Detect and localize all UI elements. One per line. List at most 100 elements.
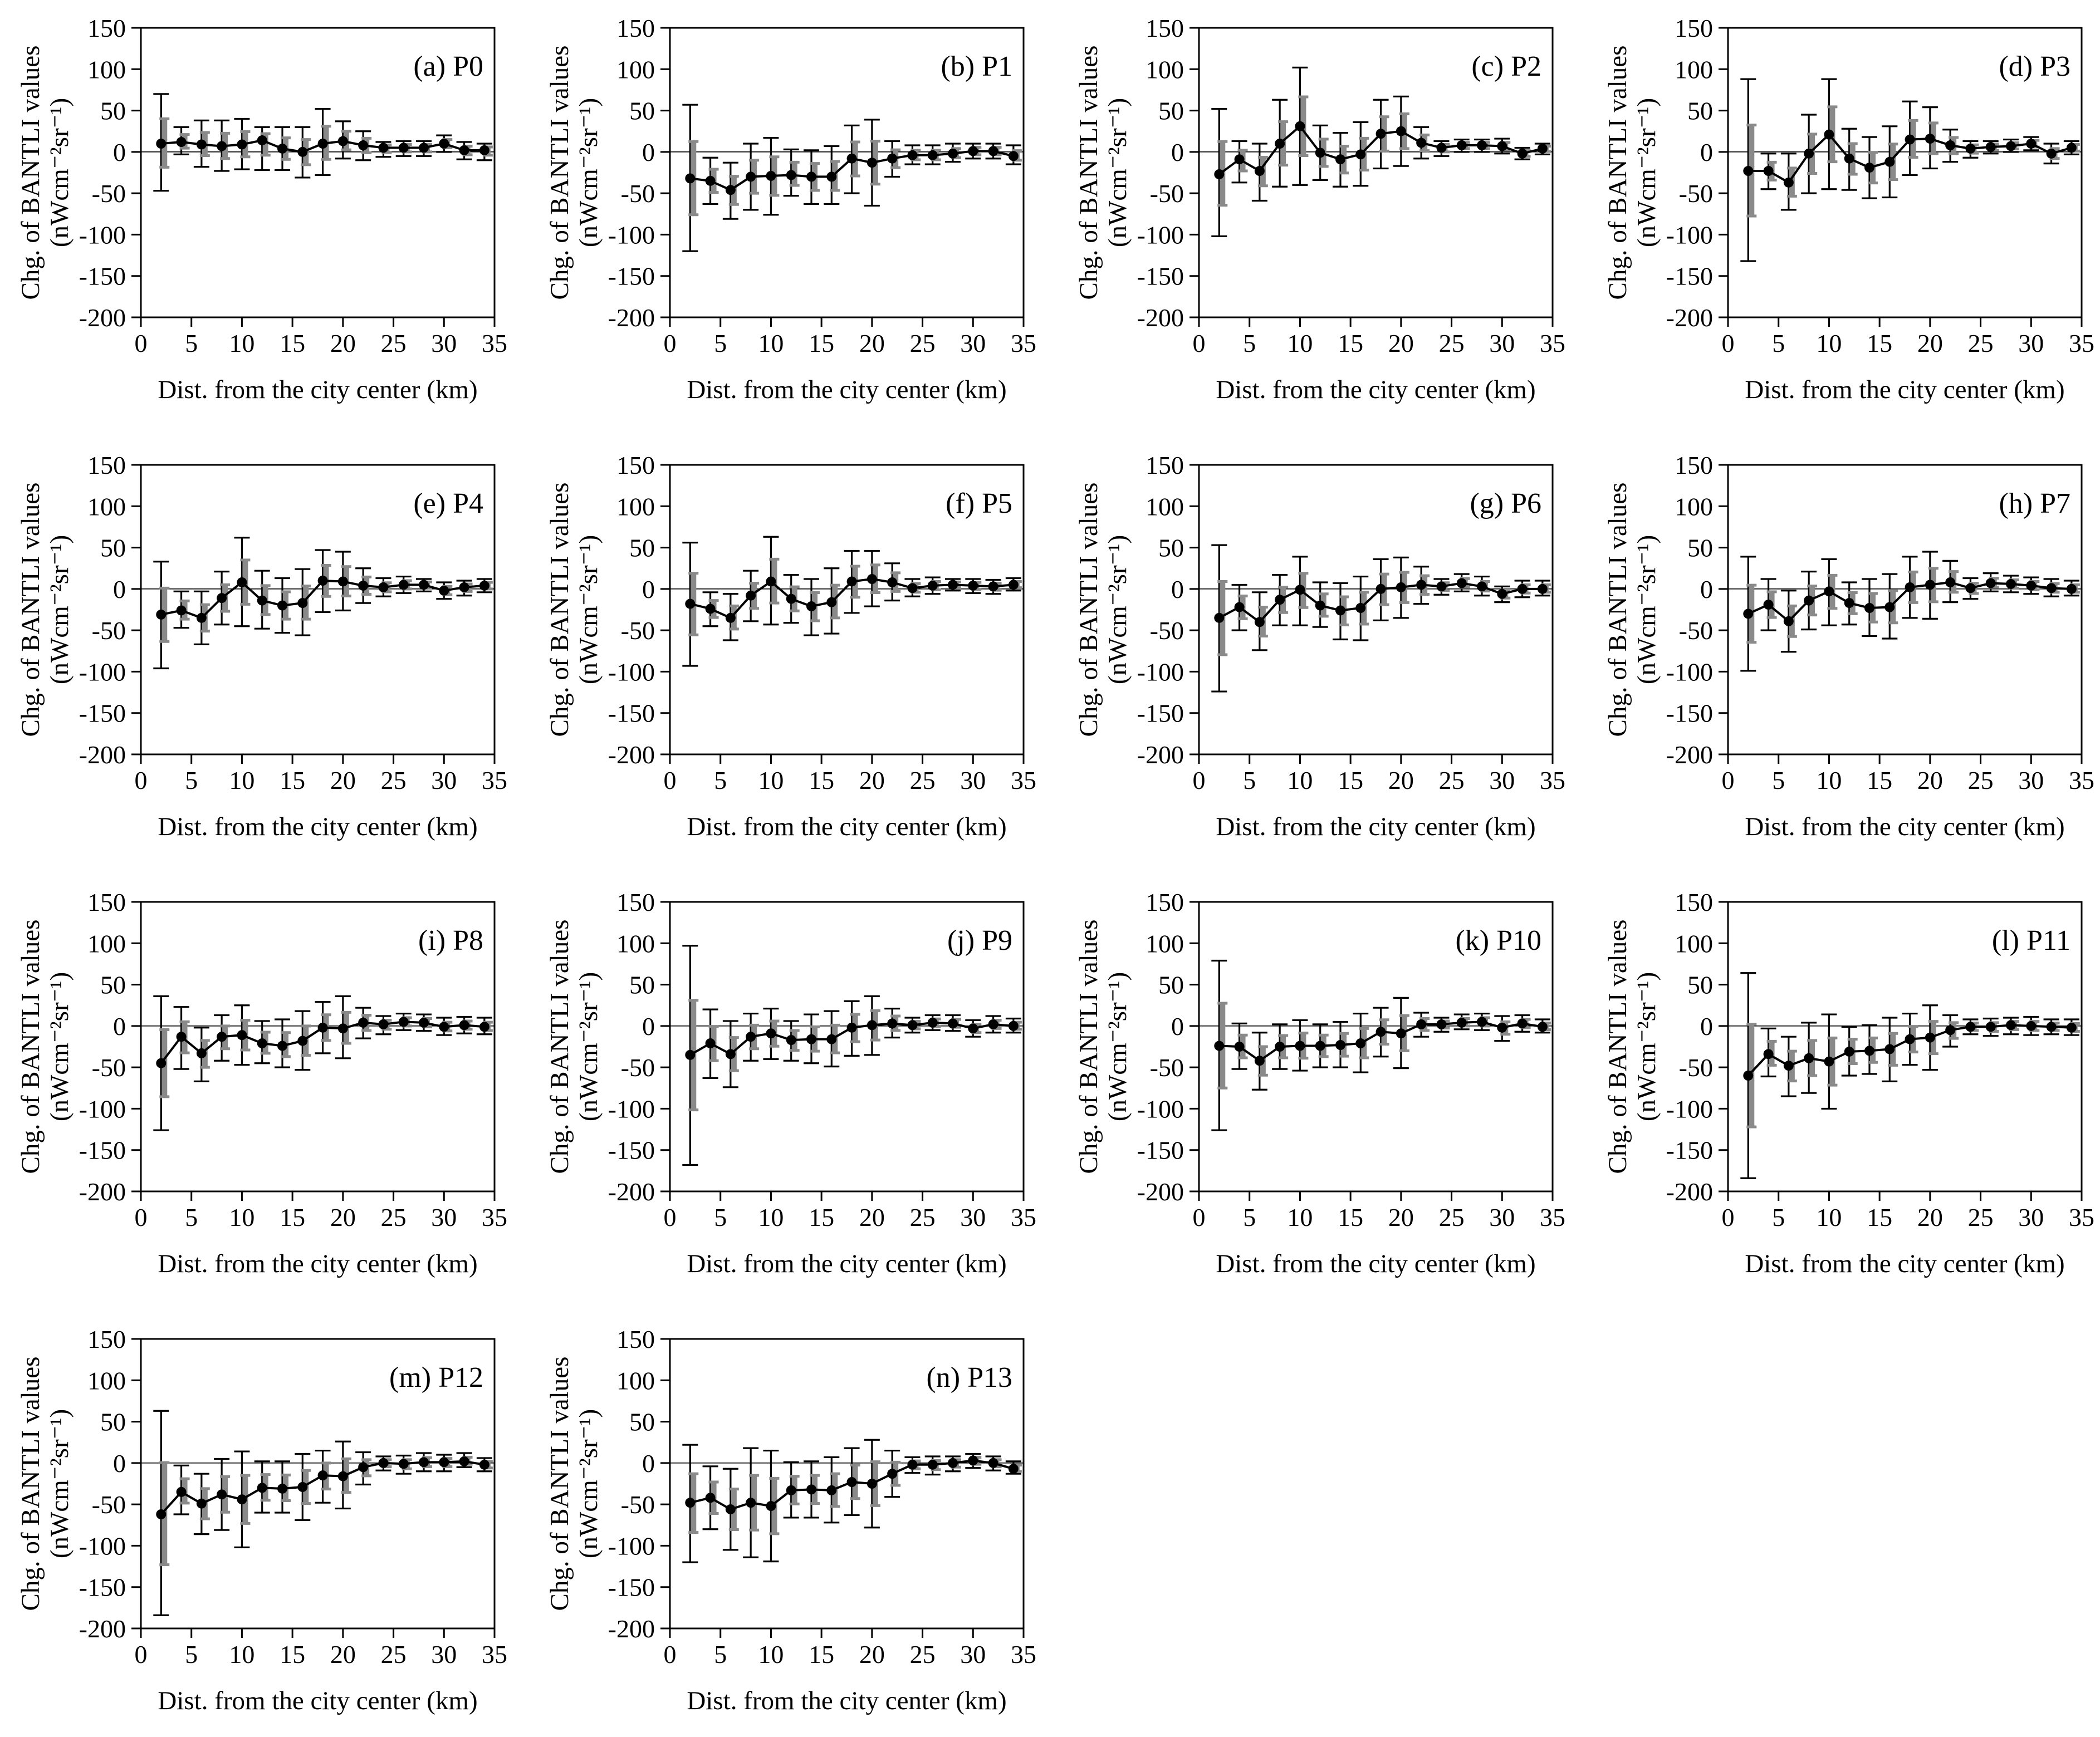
data-point [1763, 600, 1774, 610]
data-point [459, 1020, 469, 1031]
panel-label: (k) P10 [1455, 925, 1541, 956]
x-tick-label: 5 [1243, 766, 1256, 794]
x-tick-label: 0 [1722, 329, 1735, 357]
y-tick-label: -150 [608, 1573, 655, 1602]
data-point [766, 1028, 776, 1039]
data-point [1214, 612, 1225, 623]
panel-label: (i) P8 [418, 925, 483, 956]
data-point [1008, 1464, 1019, 1474]
data-point [1965, 143, 1976, 154]
data-point [1355, 603, 1366, 614]
y-tick-label: -50 [1679, 616, 1713, 645]
y-tick-label: -50 [1150, 616, 1184, 645]
chart-panel-2: 150 100 50 0 -50 -100 -150 -200 0 5 10 15 20 25 30 35 Ch… [1068, 8, 1572, 420]
data-point [378, 582, 389, 592]
data-point [705, 175, 716, 186]
data-point [927, 150, 938, 160]
x-axis-label: Dist. from the city center (km) [687, 1686, 1006, 1715]
data-point [1477, 140, 1487, 150]
plot-box [669, 464, 1025, 755]
panel-chart: 150 100 50 0 -50 -100 -150 -200 0 5 10 15 20 25 30 35 Ch… [1603, 888, 2094, 1278]
y-tick-label: -100 [608, 657, 655, 686]
plot-box [1198, 464, 1554, 755]
y-tick-label: -50 [621, 1490, 655, 1519]
x-tick-label: 15 [809, 329, 834, 357]
data-point [439, 585, 449, 596]
x-tick-label: 25 [1439, 1203, 1465, 1231]
y-tick-label: -50 [92, 1490, 126, 1519]
chart-panel-6: 150 100 50 0 -50 -100 -150 -200 0 5 10 15 20 25 30 35 Ch… [1068, 445, 1572, 857]
x-axis-label: Dist. from the city center (km) [687, 812, 1006, 841]
y-axis-label-line2: (nWcm⁻²sr⁻¹) [574, 1409, 603, 1558]
x-axis-label: Dist. from the city center (km) [1216, 812, 1535, 841]
data-point [948, 148, 958, 159]
data-point [806, 1034, 816, 1044]
x-tick-label: 20 [1917, 766, 1943, 794]
x-tick-label: 30 [960, 329, 986, 357]
data-point [196, 612, 207, 623]
plot-box [1198, 27, 1554, 318]
data-point [927, 1017, 938, 1028]
y-tick-label: -50 [621, 616, 655, 645]
data-point [237, 1030, 247, 1041]
x-tick-label: 25 [910, 1640, 936, 1669]
data-point [217, 141, 227, 151]
data-point [846, 1022, 857, 1033]
panel-label: (m) P12 [389, 1362, 483, 1393]
x-tick-label: 35 [1011, 766, 1036, 794]
data-point [1925, 134, 1935, 144]
chart-panel-13: 150 100 50 0 -50 -100 -150 -200 0 5 10 15 20 25 30 35 Ch… [539, 1319, 1043, 1731]
data-point [1537, 143, 1548, 154]
data-point [846, 153, 857, 164]
y-tick-label: 100 [87, 492, 126, 521]
x-tick-label: 30 [960, 1640, 986, 1669]
data-point [1375, 1027, 1386, 1037]
data-point [746, 590, 756, 601]
data-point [907, 583, 918, 593]
data-point [988, 1019, 998, 1029]
data-point [1008, 1020, 1019, 1031]
data-point [907, 1459, 918, 1470]
y-tick-label: -100 [79, 1532, 126, 1560]
y-tick-label: -200 [1666, 740, 1713, 769]
y-axis-label-line2: (nWcm⁻²sr⁻¹) [1103, 535, 1132, 684]
x-tick-label: 25 [910, 766, 936, 794]
data-point [867, 1020, 877, 1031]
x-tick-label: 10 [229, 1203, 254, 1231]
data-point [176, 137, 187, 148]
x-tick-label: 0 [1193, 329, 1206, 357]
data-point [786, 1035, 796, 1046]
y-tick-label: -100 [1666, 220, 1713, 249]
y-axis-label-line1: Chg. of BANTLI values [545, 1357, 574, 1611]
y-tick-label: -200 [608, 1177, 655, 1206]
y-tick-label: 50 [1158, 534, 1184, 562]
data-point [725, 1504, 736, 1515]
x-tick-label: 25 [1439, 766, 1465, 794]
data-point [2026, 1020, 2037, 1031]
plot-box [1198, 901, 1554, 1193]
y-tick-label: 100 [616, 55, 655, 84]
data-point [806, 601, 816, 612]
y-tick-label: 50 [100, 971, 126, 999]
panel-label: (l) P11 [1992, 925, 2070, 956]
panel-label: (h) P7 [1999, 488, 2070, 519]
data-point [907, 1020, 918, 1031]
x-tick-label: 5 [714, 1640, 727, 1669]
y-tick-label: 0 [113, 1449, 126, 1478]
data-point [1497, 141, 1507, 151]
panel-chart: 150 100 50 0 -50 -100 -150 -200 0 5 10 15 20 25 30 35 Ch… [16, 451, 507, 841]
y-tick-label: -100 [608, 1095, 655, 1123]
y-tick-label: 0 [642, 1449, 655, 1478]
panel-chart: 150 100 50 0 -50 -100 -150 -200 0 5 10 15 20 25 30 35 Ch… [16, 14, 507, 404]
y-tick-label: 50 [100, 97, 126, 125]
x-tick-label: 5 [1772, 766, 1785, 794]
panel-chart: 150 100 50 0 -50 -100 -150 -200 0 5 10 15 20 25 30 35 Ch… [1603, 451, 2094, 841]
x-tick-label: 5 [714, 329, 727, 357]
chart-panel-8: 150 100 50 0 -50 -100 -150 -200 0 5 10 15 20 25 30 35 Ch… [10, 882, 514, 1294]
data-point [766, 170, 776, 181]
data-point [746, 1032, 756, 1042]
y-axis-label-line1: Chg. of BANTLI values [1074, 483, 1103, 737]
y-axis-label-line2: (nWcm⁻²sr⁻¹) [574, 98, 603, 247]
data-point [378, 1019, 389, 1029]
plot-box [140, 1338, 496, 1630]
